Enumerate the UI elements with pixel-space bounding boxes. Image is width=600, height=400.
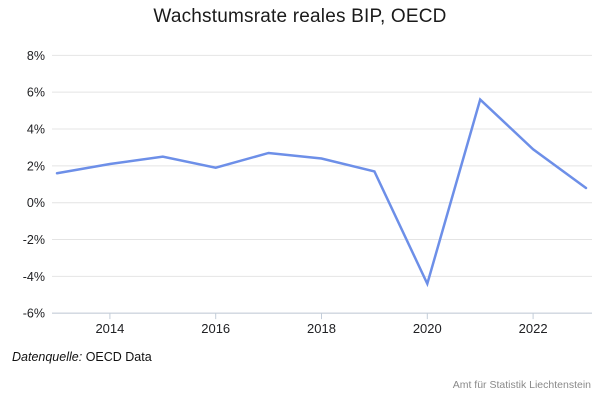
x-axis-tick-label: 2020 xyxy=(413,321,442,336)
x-axis-tick-label: 2014 xyxy=(95,321,124,336)
gdp-growth-line xyxy=(55,97,588,288)
y-axis-tick-label: -4% xyxy=(23,270,45,284)
x-axis-tick-label: 2016 xyxy=(201,321,230,336)
x-axis-tick-label: 2022 xyxy=(519,321,548,336)
y-axis-tick-label: 6% xyxy=(27,86,45,100)
y-axis-tick-label: -6% xyxy=(23,307,45,321)
y-axis-tick-label: 0% xyxy=(27,196,45,210)
y-axis-tick-label: 2% xyxy=(27,159,45,173)
x-axis-tick-label: 2018 xyxy=(307,321,336,336)
data-source-label: Datenquelle: xyxy=(12,350,83,364)
y-axis-tick-label: 8% xyxy=(27,49,45,63)
y-axis-tick-label: 4% xyxy=(27,123,45,137)
chart-title: Wachstumsrate reales BIP, OECD xyxy=(153,6,447,27)
attribution-text: Amt für Statistik Liechtenstein xyxy=(452,379,591,391)
y-axis-tick-label: -2% xyxy=(23,233,45,247)
data-source-value: OECD Data xyxy=(85,350,152,364)
data-source-note: Datenquelle: OECD Data xyxy=(12,350,152,364)
